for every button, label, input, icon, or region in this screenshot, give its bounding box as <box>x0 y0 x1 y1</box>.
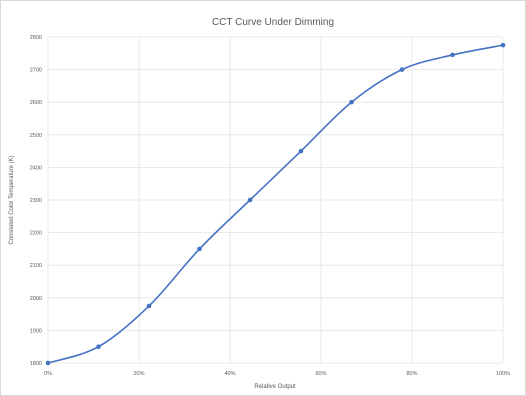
data-point <box>247 197 253 203</box>
data-point <box>298 148 304 154</box>
x-tick-label: 40% <box>224 371 235 377</box>
y-tick-label: 2700 <box>30 68 42 74</box>
series-line <box>47 44 504 364</box>
data-point <box>500 42 506 48</box>
y-tick-label: 2500 <box>30 133 42 139</box>
data-point <box>399 67 405 72</box>
y-tick-label: 2400 <box>30 165 42 171</box>
y-tick-label: 2000 <box>30 296 42 302</box>
y-axis-label: Correlated Color Temperature (K) <box>9 156 15 245</box>
x-tick-label: 100% <box>496 371 510 377</box>
y-tick-label: 1800 <box>30 361 42 367</box>
x-tick-label: 0% <box>44 371 52 377</box>
grid-layer <box>47 36 504 364</box>
x-tick-label: 80% <box>406 371 417 377</box>
data-point <box>96 344 101 350</box>
data-point <box>45 360 51 366</box>
y-tick-label: 2100 <box>30 263 42 269</box>
data-point <box>146 303 152 309</box>
y-tick-label: 2200 <box>30 231 42 237</box>
y-tick-label: 1900 <box>30 328 42 334</box>
y-tick-layer: 1800 1900 2000 2100 2200 2300 2400 2500 2600 2700… <box>30 35 42 367</box>
x-tick-label: 60% <box>315 371 326 377</box>
x-tick-layer: 0% 20% 40% 60% 80% 100% <box>44 371 510 377</box>
x-tick-label: 20% <box>133 371 144 377</box>
x-axis-label: Relative Output <box>254 384 296 390</box>
data-point <box>450 52 455 58</box>
y-tick-label: 2600 <box>30 100 42 106</box>
data-point <box>197 246 202 252</box>
chart-title: CCT Curve Under Dimming <box>212 17 334 28</box>
data-point <box>349 99 354 105</box>
y-tick-label: 2800 <box>30 35 42 41</box>
series-layer <box>45 42 506 366</box>
y-tick-label: 2300 <box>30 198 42 204</box>
